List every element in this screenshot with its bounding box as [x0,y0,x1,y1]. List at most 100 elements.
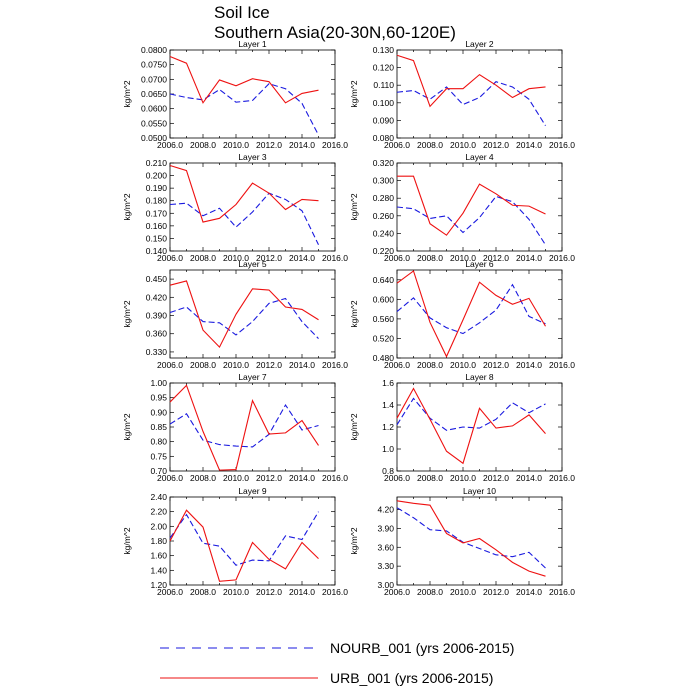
y-tick-label: 1.6 [382,378,394,388]
y-axis-label: kg/m^2 [349,527,359,554]
x-tick-label: 2014.0 [289,473,315,483]
x-tick-label: 2012.0 [256,140,282,150]
x-tick-label: 2012.0 [483,253,509,263]
y-axis-label: kg/m^2 [349,80,359,107]
y-tick-label: 0.320 [373,158,395,168]
x-tick-label: 2010.0 [223,587,249,597]
y-tick-label: 0.090 [373,115,395,125]
x-tick-label: 2008.0 [417,473,443,483]
x-tick-label: 2010.0 [450,140,476,150]
x-tick-label: 2010.0 [450,587,476,597]
panel-6: Layer 6 0.480 0.520 0.560 0.600 0.640 2006.0 20… [349,259,575,370]
y-tick-label: 0.0800 [141,45,167,55]
panel-4: Layer 4 0.220 0.240 0.260 0.280 0.300 0.320 200… [349,152,575,263]
x-tick-label: 2014.0 [289,360,315,370]
y-tick-label: 0.260 [373,211,395,221]
x-tick-label: 2012.0 [256,587,282,597]
plot-frame [396,49,563,139]
y-tick-label: 0.360 [146,329,168,339]
y-tick-label: 1.20 [150,580,167,590]
series-line-nourb [169,297,319,339]
y-tick-label: 1.40 [150,565,167,575]
y-tick-label: 0.140 [146,246,168,256]
legend-label-nourb: NOURB_001 (yrs 2006-2015) [330,640,514,656]
y-tick-label: 0.0750 [141,60,167,70]
panel-title: Layer 4 [465,152,494,162]
x-tick-label: 2012.0 [483,140,509,150]
y-tick-label: 0.150 [146,233,168,243]
panel-title: Layer 7 [238,372,267,382]
x-tick-label: 2008.0 [417,140,443,150]
y-tick-label: 0.300 [373,176,395,186]
series-line-urb [396,270,546,358]
y-tick-label: 3.30 [377,561,394,571]
series-line-urb [396,387,546,465]
y-tick-label: 2.40 [150,492,167,502]
y-tick-label: 0.160 [146,221,168,231]
y-tick-label: 1.0 [382,444,394,454]
x-tick-label: 2006.0 [384,360,410,370]
panel-title: Layer 10 [463,486,496,496]
x-tick-label: 2010.0 [450,360,476,370]
x-tick-label: 2014.0 [289,253,315,263]
x-tick-label: 2010.0 [223,473,249,483]
y-axis-label: kg/m^2 [122,527,132,554]
y-tick-label: 1.00 [150,378,167,388]
series-line-nourb [396,507,546,569]
series-line-urb [169,280,319,349]
y-tick-label: 1.2 [382,422,394,432]
y-tick-label: 0.420 [146,292,168,302]
y-tick-label: 0.560 [373,314,395,324]
panels-group: Layer 1 0.0500 0.0550 0.0600 0.0650 0.0700 0.0… [122,39,575,597]
series-line-urb [169,509,319,582]
series-line-nourb [169,192,319,245]
series-line-nourb [169,511,319,566]
x-tick-label: 2016.0 [322,140,348,150]
y-tick-label: 0.85 [150,422,167,432]
y-axis-label: kg/m^2 [349,413,359,440]
x-tick-label: 2010.0 [223,360,249,370]
x-tick-label: 2006.0 [157,140,183,150]
y-tick-label: 0.0500 [141,133,167,143]
x-tick-label: 2016.0 [549,360,575,370]
plot-frame [396,496,563,586]
x-tick-label: 2012.0 [256,253,282,263]
y-tick-label: 0.080 [373,133,395,143]
x-tick-label: 2008.0 [190,473,216,483]
legend-label-urb: URB_001 (yrs 2006-2015) [330,670,493,686]
y-tick-label: 0.80 [150,437,167,447]
y-axis-label: kg/m^2 [122,193,132,220]
y-tick-label: 0.390 [146,311,168,321]
panel-2: Layer 2 0.080 0.090 0.100 0.110 0.120 0.130 200… [349,39,575,150]
x-tick-label: 2014.0 [516,473,542,483]
panel-title: Layer 8 [465,372,494,382]
x-tick-label: 2008.0 [417,253,443,263]
y-tick-label: 0.8 [382,466,394,476]
x-tick-label: 2006.0 [384,473,410,483]
y-tick-label: 0.190 [146,183,168,193]
y-tick-label: 0.520 [373,333,395,343]
plot-frame [396,162,563,252]
x-tick-label: 2008.0 [190,587,216,597]
series-line-nourb [396,195,546,246]
y-tick-label: 0.110 [373,80,394,90]
panel-title: Layer 1 [238,39,267,49]
x-tick-label: 2016.0 [549,473,575,483]
y-tick-label: 1.80 [150,536,167,546]
y-tick-label: 0.480 [373,353,395,363]
x-tick-label: 2012.0 [256,473,282,483]
y-tick-label: 0.0650 [141,89,167,99]
panel-title: Layer 2 [465,39,494,49]
figure-title-line1: Soil Ice [214,3,270,22]
y-tick-label: 4.20 [377,505,394,515]
x-tick-label: 2006.0 [384,140,410,150]
series-line-urb [397,175,546,236]
panel-7: Layer 7 0.70 0.75 0.80 0.85 0.90 0.95 1.00 2006.… [122,372,348,483]
plot-frame [169,49,336,139]
y-axis-label: kg/m^2 [122,80,132,107]
x-tick-label: 2008.0 [417,587,443,597]
x-tick-label: 2010.0 [450,253,476,263]
y-tick-label: 0.0600 [141,104,167,114]
y-tick-label: 0.120 [373,63,395,73]
